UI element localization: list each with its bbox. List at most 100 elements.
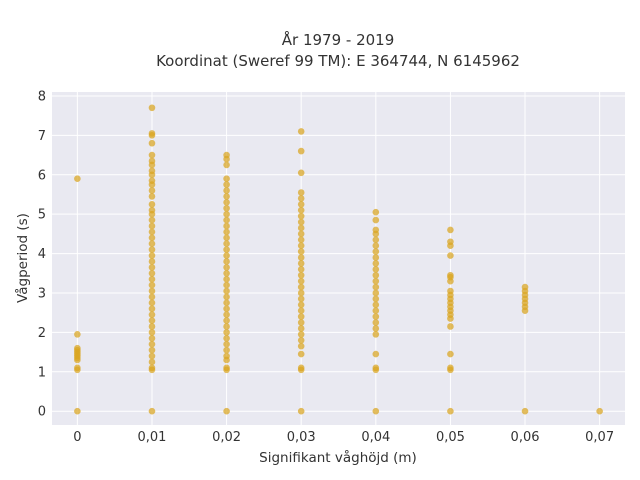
data-point xyxy=(372,248,380,255)
data-point xyxy=(223,299,230,307)
data-point xyxy=(148,252,156,259)
y-tick-label: 6 xyxy=(38,168,46,183)
data-point xyxy=(148,346,156,354)
data-point xyxy=(148,364,156,372)
x-tick-labels: 0 0,01 0,02 0,03 0,04 0,05 0,06 0,07 xyxy=(73,430,614,445)
y-tick-label: 5 xyxy=(38,208,46,223)
data-point xyxy=(148,352,156,360)
data-point xyxy=(148,201,156,208)
data-point xyxy=(297,266,305,273)
x-tick-label: 0 xyxy=(73,430,81,445)
data-point xyxy=(297,242,305,249)
data-point xyxy=(223,151,230,159)
data-point xyxy=(372,277,380,285)
data-point xyxy=(223,228,230,236)
data-point xyxy=(223,161,230,169)
data-point xyxy=(148,246,156,253)
y-tick-label: 4 xyxy=(38,247,46,262)
data-point xyxy=(74,407,81,415)
data-point xyxy=(223,352,230,360)
data-point xyxy=(148,139,156,147)
data-point xyxy=(447,323,454,330)
data-point xyxy=(297,295,305,303)
data-point xyxy=(297,195,305,202)
data-point xyxy=(223,204,230,212)
data-point xyxy=(297,331,305,338)
data-point xyxy=(297,336,305,344)
x-axis-label: Signifikant våghöjd (m) xyxy=(259,449,417,466)
data-point xyxy=(223,305,230,313)
data-point xyxy=(297,364,305,372)
data-point xyxy=(372,289,380,297)
data-point xyxy=(74,364,81,372)
data-point xyxy=(74,331,81,338)
data-point xyxy=(372,331,380,338)
data-point xyxy=(372,307,380,315)
data-point xyxy=(447,287,454,295)
plot-area xyxy=(52,92,625,425)
data-point xyxy=(372,242,380,249)
data-point xyxy=(372,364,380,372)
data-point xyxy=(297,342,305,350)
data-point xyxy=(372,407,380,415)
data-point xyxy=(223,181,230,188)
data-point xyxy=(223,311,230,318)
x-tick-label: 0,05 xyxy=(436,430,465,445)
data-point xyxy=(223,346,230,354)
data-point xyxy=(297,307,305,315)
x-tick-label: 0,01 xyxy=(138,430,167,445)
x-tick-label: 0,04 xyxy=(361,430,390,445)
scatter-points xyxy=(74,104,603,415)
data-point xyxy=(447,238,454,246)
data-point xyxy=(297,147,305,155)
data-point xyxy=(148,317,156,324)
data-point xyxy=(148,240,156,248)
data-point xyxy=(297,289,305,297)
data-point xyxy=(223,317,230,324)
data-point xyxy=(148,299,156,307)
data-point xyxy=(372,236,380,244)
data-point xyxy=(223,364,230,372)
x-tick-label: 0,07 xyxy=(585,430,614,445)
data-point xyxy=(297,283,305,291)
data-point xyxy=(223,216,230,224)
data-point xyxy=(223,187,230,194)
data-point xyxy=(148,305,156,313)
y-tick-label: 7 xyxy=(38,129,46,144)
chart-title-line-1: År 1979 - 2019 xyxy=(282,30,395,49)
data-point xyxy=(447,271,454,279)
data-point xyxy=(297,248,305,255)
data-point xyxy=(372,216,380,224)
data-point xyxy=(148,293,156,301)
data-point xyxy=(223,269,230,277)
data-point xyxy=(223,275,230,283)
data-point xyxy=(223,281,230,289)
chart-title-line-2: Koordinat (Sweref 99 TM): E 364744, N 61… xyxy=(156,52,520,70)
data-point xyxy=(372,319,380,326)
data-point xyxy=(447,407,454,415)
data-point xyxy=(223,252,230,259)
data-point xyxy=(223,199,230,206)
data-point xyxy=(297,271,305,279)
data-point xyxy=(372,254,380,261)
y-tick-label: 2 xyxy=(38,326,46,341)
data-point xyxy=(372,271,380,279)
data-point xyxy=(447,350,454,358)
data-point xyxy=(223,246,230,253)
data-point xyxy=(148,222,156,230)
data-point xyxy=(372,208,380,216)
data-point xyxy=(148,258,156,265)
data-point xyxy=(297,407,305,415)
data-point xyxy=(297,169,305,177)
data-point xyxy=(297,236,305,244)
data-point xyxy=(223,407,230,415)
data-point xyxy=(372,313,380,320)
data-point xyxy=(297,189,305,196)
data-point xyxy=(297,230,305,238)
data-point xyxy=(148,264,156,271)
y-tick-label: 3 xyxy=(38,286,46,301)
data-point xyxy=(148,206,156,214)
y-axis-label: Vågperiod (s) xyxy=(14,213,31,303)
data-point xyxy=(148,167,156,175)
data-point xyxy=(148,104,156,112)
